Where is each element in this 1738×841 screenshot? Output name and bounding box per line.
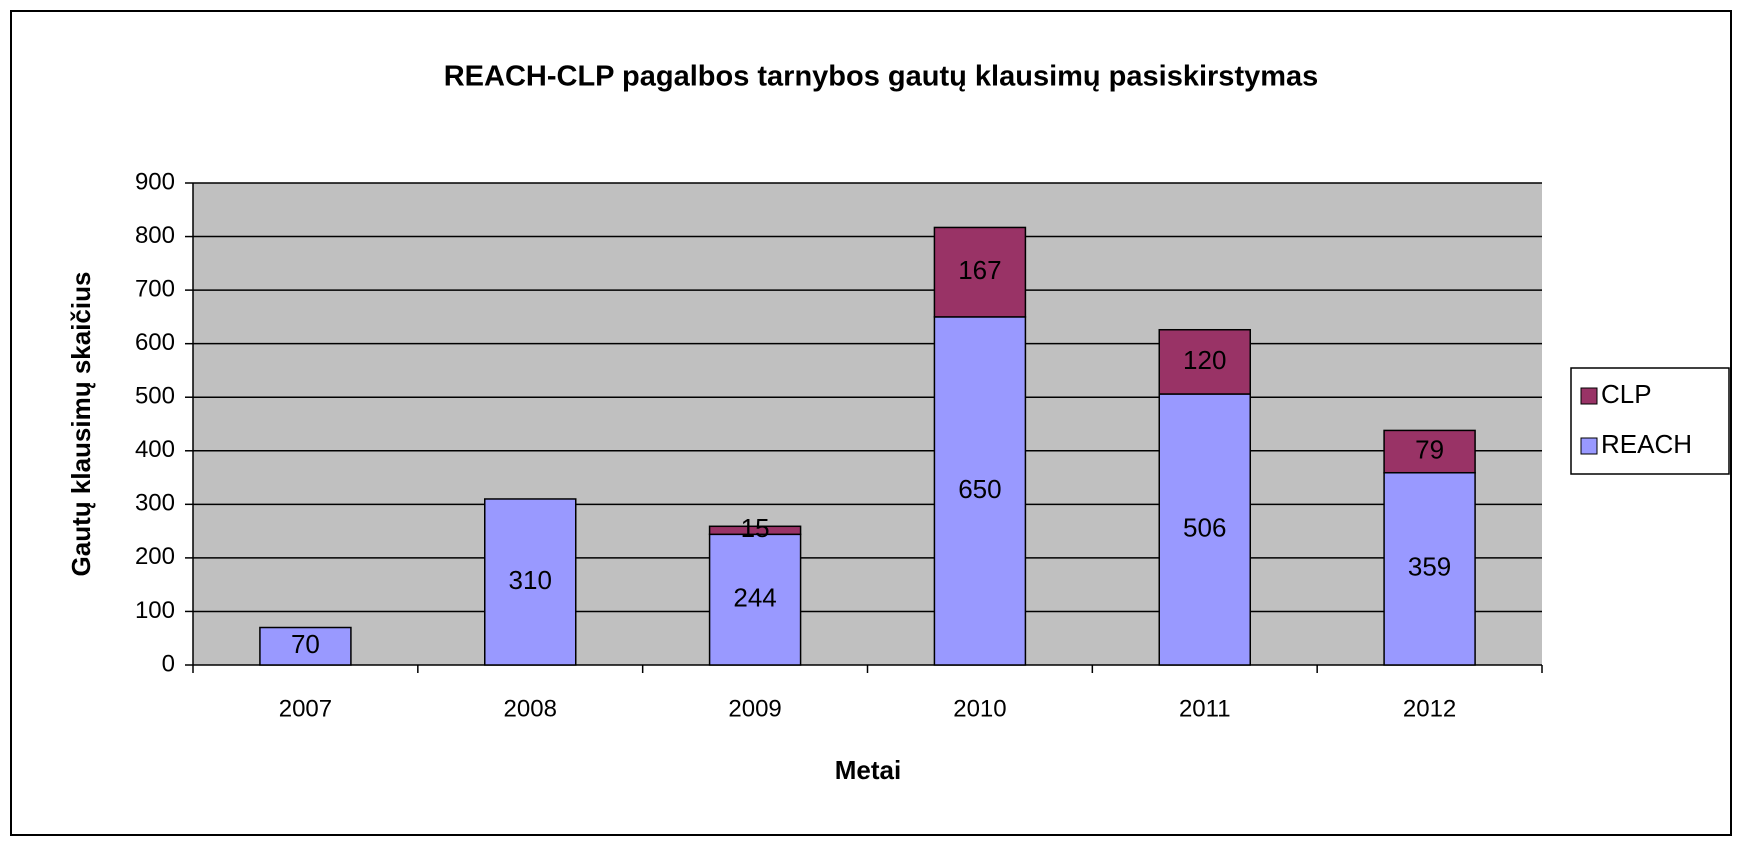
data-label: 15 <box>741 513 770 543</box>
y-tick-label: 200 <box>135 543 175 570</box>
y-tick-label: 700 <box>135 275 175 302</box>
x-tick-label: 2012 <box>1403 695 1456 722</box>
legend-label: CLP <box>1601 379 1652 409</box>
bar-segment <box>933 226 1027 318</box>
legend-swatch <box>1580 437 1598 455</box>
plot-area <box>193 183 1542 665</box>
data-label: 120 <box>1183 345 1226 375</box>
data-label: 650 <box>958 474 1001 504</box>
chart-title: REACH-CLP pagalbos tarnybos gautų klausi… <box>444 61 1319 93</box>
x-tick-label: 2008 <box>504 695 557 722</box>
x-tick-label: 2010 <box>953 695 1006 722</box>
y-tick-label: 300 <box>135 490 175 517</box>
y-tick-label: 500 <box>135 383 175 410</box>
x-tick-label: 2009 <box>728 695 781 722</box>
bar-segment <box>933 316 1027 666</box>
x-tick-label: 2007 <box>279 695 332 722</box>
data-label: 244 <box>733 583 776 613</box>
x-axis-label: Metai <box>835 755 901 785</box>
data-label: 70 <box>291 629 320 659</box>
y-tick-label: 0 <box>162 650 175 677</box>
y-axis-label: Gautų klausimų skaičius <box>66 272 96 577</box>
bar-segment <box>708 525 802 536</box>
bar-segment <box>1383 429 1476 474</box>
y-tick-label: 400 <box>135 436 175 463</box>
bar-segment <box>259 626 352 666</box>
bar-segment <box>1158 328 1251 395</box>
bar-segment <box>484 498 577 666</box>
data-label: 167 <box>958 255 1001 285</box>
y-tick-label: 900 <box>135 168 175 195</box>
data-label: 506 <box>1183 512 1226 542</box>
data-label: 359 <box>1408 552 1451 582</box>
legend-box <box>1570 367 1730 475</box>
data-label: 79 <box>1415 434 1444 464</box>
y-tick-label: 100 <box>135 597 175 624</box>
legend-label: REACH <box>1601 429 1692 459</box>
y-tick-label: 600 <box>135 329 175 356</box>
legend-swatch <box>1580 387 1598 405</box>
x-tick-label: 2011 <box>1179 695 1231 722</box>
y-tick-label: 800 <box>135 222 175 249</box>
data-label: 310 <box>509 565 552 595</box>
bar-segment <box>1158 393 1251 666</box>
